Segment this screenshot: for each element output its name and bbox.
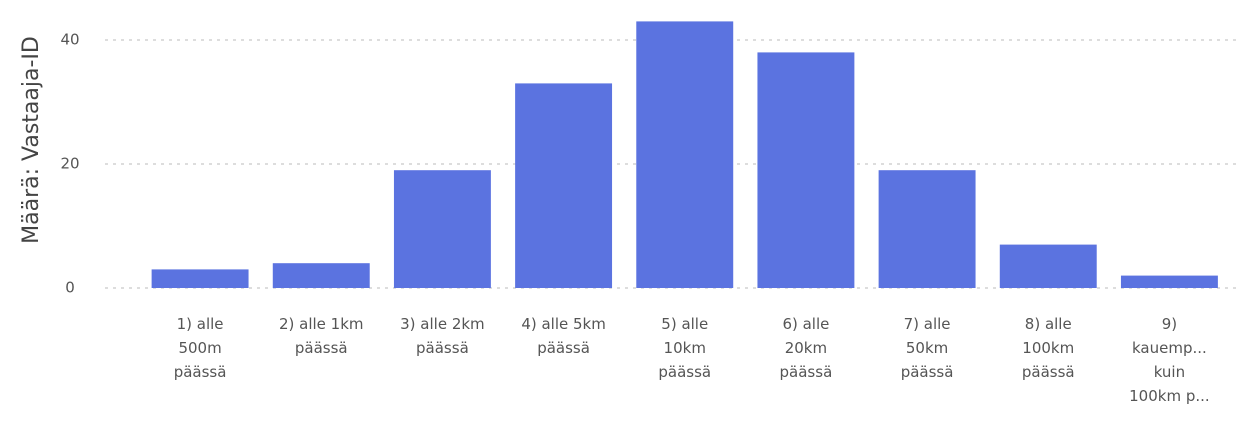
y-tick-label: 0 — [65, 279, 75, 297]
x-tick-label: 3) alle 2km päässä — [400, 315, 485, 357]
x-tick-label: 8) alle 100km päässä — [1021, 315, 1075, 381]
x-tick-label: 6) alle 20km päässä — [779, 315, 833, 381]
y-tick-label: 40 — [60, 31, 79, 49]
bar — [1120, 275, 1218, 288]
bar — [515, 83, 613, 289]
bar — [757, 52, 855, 289]
bar — [999, 244, 1097, 288]
x-tick-label: 7) alle 50km päässä — [900, 315, 954, 381]
x-tick-label: 4) alle 5km päässä — [521, 315, 606, 357]
bar — [636, 21, 734, 289]
x-tick-label: 2) alle 1km päässä — [278, 315, 364, 357]
x-tick-label: 1) alle 500m päässä — [173, 315, 227, 381]
bar — [151, 269, 249, 288]
bar — [393, 170, 491, 288]
y-axis-label: Määrä: Vastaaja-ID — [19, 36, 44, 244]
y-tick-label: 20 — [60, 155, 79, 173]
bar — [878, 170, 976, 288]
x-tick-label: 9) kauemp... kuin 100km p... — [1129, 315, 1210, 405]
bar — [272, 263, 370, 288]
x-tick-label: 5) alle 10km päässä — [658, 315, 712, 381]
